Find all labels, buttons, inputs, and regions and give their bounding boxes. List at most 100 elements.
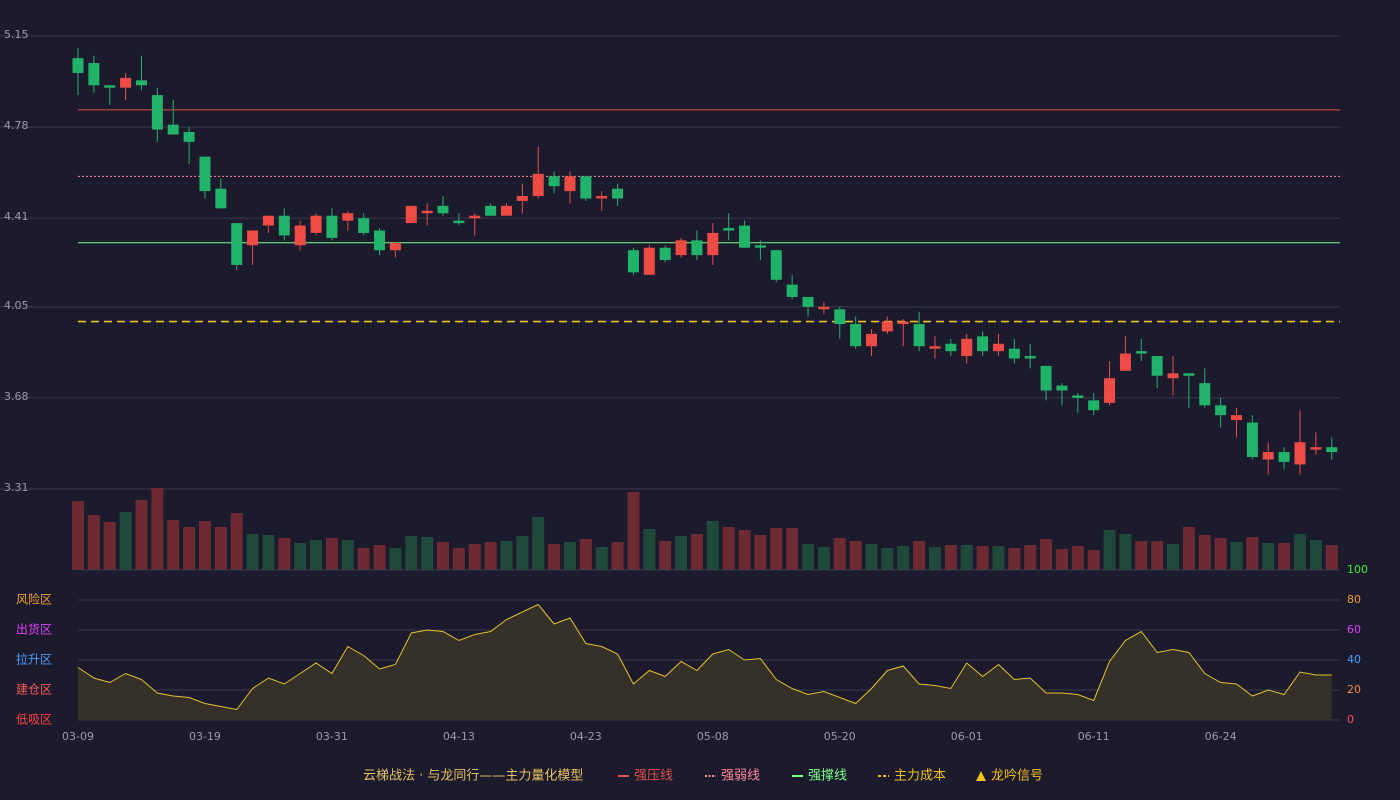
candle-body — [1246, 422, 1258, 457]
volume-bar — [103, 522, 116, 570]
candle-body — [1104, 378, 1116, 403]
candle-body — [945, 343, 957, 352]
volume-bar — [548, 544, 561, 570]
volume-bar — [135, 500, 148, 570]
volume-bar — [754, 535, 767, 570]
volume-bar — [1246, 537, 1259, 570]
candle-body — [1040, 365, 1052, 391]
candle-body — [866, 333, 877, 347]
volume-bar — [183, 527, 196, 570]
volume-bar — [167, 520, 180, 570]
candle-body — [469, 215, 481, 219]
candle-body — [786, 284, 798, 297]
volume-bar — [1087, 550, 1100, 570]
candle-body — [120, 77, 132, 88]
volume-bar — [1278, 543, 1291, 570]
volume-bar — [1151, 541, 1164, 570]
candle-body — [929, 346, 941, 349]
x-tick-label: 06-24 — [1205, 730, 1237, 743]
x-tick-label: 04-13 — [443, 730, 475, 743]
volume-bar — [262, 535, 275, 570]
candle-body — [500, 205, 512, 216]
candle-body — [215, 188, 227, 209]
y-tick-label: 20 — [1347, 683, 1361, 696]
y-tick-label: 4.05 — [4, 299, 29, 312]
candle-body — [437, 205, 449, 214]
volume-bar — [1040, 539, 1053, 570]
candle-body — [183, 132, 195, 142]
volume-bar — [675, 536, 688, 570]
candle-body — [1199, 383, 1211, 406]
volume-bar — [722, 527, 735, 570]
candle-body — [1326, 447, 1338, 453]
candle-body — [167, 124, 179, 135]
candle-body — [374, 230, 386, 251]
zone-label: 建仓区 — [16, 683, 52, 697]
candle-body — [151, 95, 163, 130]
candle-body — [1262, 452, 1274, 460]
candle-body — [342, 213, 354, 221]
candle-body — [627, 250, 639, 273]
volume-bar — [500, 541, 513, 570]
y-tick-label: 3.31 — [4, 481, 29, 494]
legend-label: 主力成本 — [894, 769, 946, 784]
volume-bar — [1198, 535, 1211, 570]
volume-bar — [1071, 546, 1084, 570]
volume-bar — [389, 548, 402, 570]
candle-body — [881, 321, 893, 332]
candle-body — [612, 188, 624, 199]
candle-body — [405, 205, 417, 224]
volume-bar — [484, 542, 497, 570]
candle-body — [659, 247, 671, 261]
legend-label: 龙吟信号 — [991, 768, 1043, 784]
candle-body — [1278, 452, 1290, 462]
candle-body — [723, 228, 735, 231]
volume-bar — [1325, 545, 1338, 570]
candle-body — [739, 225, 751, 248]
volume-bar — [802, 544, 815, 570]
volume-bar — [992, 546, 1005, 570]
y-tick-label: 100 — [1347, 563, 1368, 576]
candle-body — [897, 321, 909, 325]
volume-bar — [770, 528, 783, 570]
volume-bar — [579, 539, 592, 570]
candle-body — [818, 306, 830, 310]
volume-bar — [325, 538, 338, 570]
volume-bar — [1293, 534, 1306, 570]
candle-body — [1167, 373, 1179, 379]
candle-body — [485, 205, 497, 216]
volume-bar — [1262, 543, 1275, 570]
volume-bar — [278, 538, 291, 570]
volume-bar — [1182, 527, 1195, 570]
volume-bar — [1309, 540, 1322, 570]
x-tick-label: 04-23 — [570, 730, 602, 743]
volume-bar — [452, 548, 465, 570]
y-tick-label: 3.68 — [4, 390, 29, 403]
candle-body — [754, 245, 766, 248]
volume-bar — [151, 488, 164, 570]
candle-body — [1072, 395, 1084, 398]
candle-body — [1231, 415, 1243, 421]
y-tick-label: 4.41 — [4, 210, 29, 223]
candle-body — [1008, 348, 1020, 359]
candle-body — [643, 247, 655, 275]
candle-body — [278, 215, 290, 236]
volume-bar — [373, 545, 386, 570]
volume-bar — [1008, 548, 1021, 570]
volume-bar — [738, 530, 751, 570]
volume-bar — [1055, 549, 1068, 570]
volume-bar — [1103, 530, 1116, 570]
candle-body — [691, 240, 703, 256]
volume-bar — [1119, 534, 1132, 570]
candle-body — [770, 250, 782, 280]
volume-bar — [421, 537, 434, 570]
volume-bar — [611, 542, 624, 570]
candle-body — [580, 176, 592, 199]
volume-bar — [294, 543, 307, 570]
candle-body — [421, 210, 433, 214]
legend-title: 云梯战法 · 与龙同行——主力量化模型 — [363, 769, 583, 784]
volume-bar — [214, 527, 227, 570]
volume-bar — [690, 534, 703, 570]
candle-body — [1151, 356, 1163, 376]
